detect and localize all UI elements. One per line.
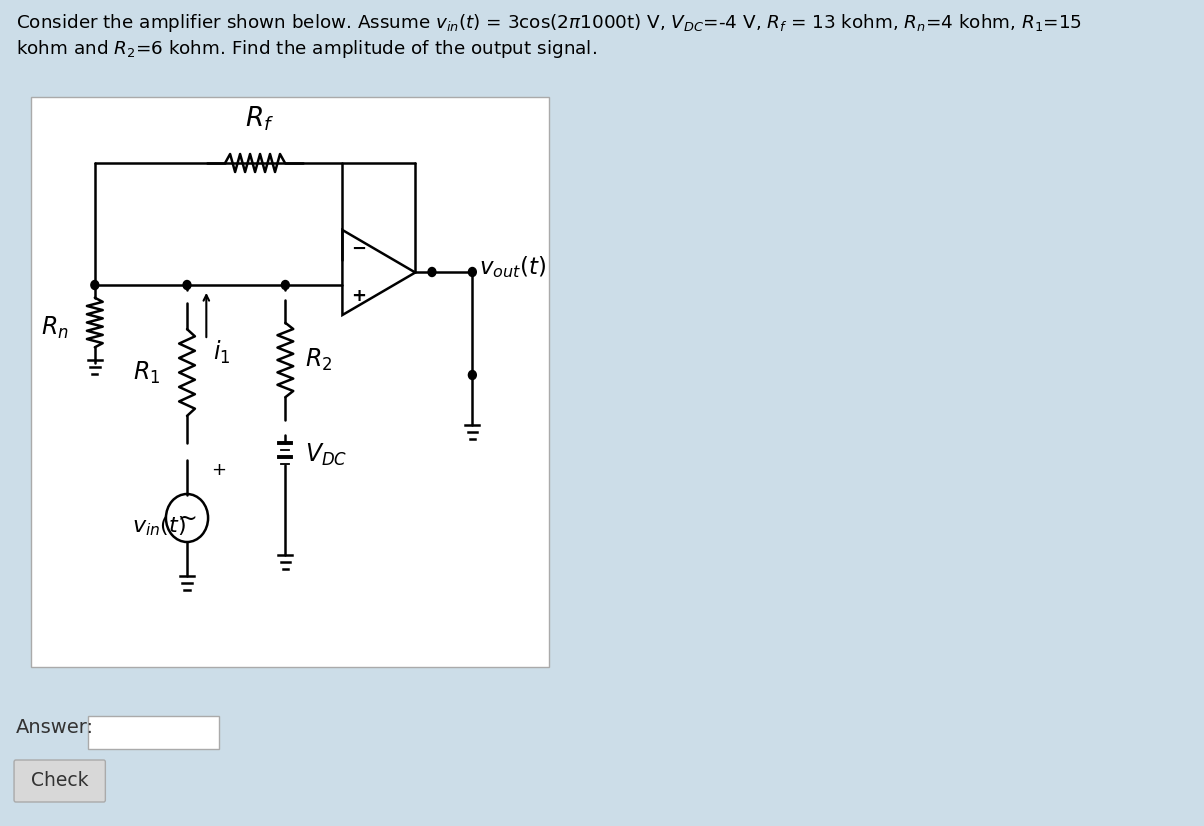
- Circle shape: [468, 268, 477, 277]
- Circle shape: [427, 268, 436, 277]
- Circle shape: [90, 281, 99, 289]
- Text: −: −: [352, 240, 366, 258]
- Text: Answer:: Answer:: [16, 718, 94, 737]
- FancyBboxPatch shape: [31, 97, 549, 667]
- Text: $R_2$: $R_2$: [305, 347, 332, 373]
- FancyBboxPatch shape: [14, 760, 106, 802]
- Circle shape: [468, 371, 477, 379]
- Text: $R_n$: $R_n$: [41, 315, 69, 340]
- Text: $v_{out}(t)$: $v_{out}(t)$: [479, 254, 547, 280]
- Text: $v_{in}(t)$: $v_{in}(t)$: [131, 515, 185, 538]
- FancyBboxPatch shape: [88, 716, 219, 749]
- Text: $R_1$: $R_1$: [134, 359, 160, 386]
- Text: ~: ~: [177, 507, 197, 530]
- Circle shape: [282, 281, 289, 289]
- Text: $R_f$: $R_f$: [244, 105, 275, 133]
- Text: +: +: [352, 287, 366, 306]
- Text: $i_1$: $i_1$: [213, 339, 231, 366]
- Text: Check: Check: [31, 771, 89, 790]
- Text: kohm and $R_2$=6 kohm. Find the amplitude of the output signal.: kohm and $R_2$=6 kohm. Find the amplitud…: [16, 38, 597, 60]
- Circle shape: [183, 281, 191, 289]
- Text: $V_{DC}$: $V_{DC}$: [305, 442, 347, 468]
- Text: Consider the amplifier shown below. Assume $v_{in}(t)$ = 3cos(2$\pi$1000t) V, $V: Consider the amplifier shown below. Assu…: [16, 12, 1082, 34]
- Text: +: +: [211, 461, 225, 479]
